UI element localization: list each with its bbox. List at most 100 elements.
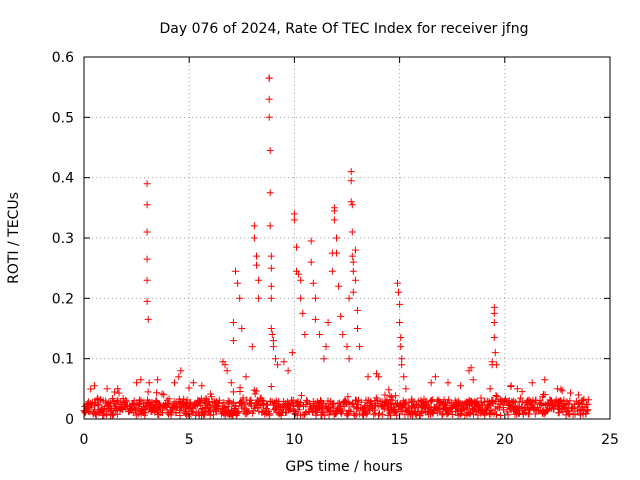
data-point xyxy=(490,334,498,341)
data-point xyxy=(133,379,141,387)
baseline-point xyxy=(357,398,365,406)
data-point xyxy=(349,258,357,266)
data-point xyxy=(280,358,288,366)
data-point xyxy=(265,95,273,103)
baseline-point xyxy=(510,397,518,405)
data-point xyxy=(490,303,498,311)
baseline-point xyxy=(496,412,504,419)
baseline-point xyxy=(338,407,346,415)
baseline-point xyxy=(244,408,252,416)
baseline-point xyxy=(318,404,326,412)
baseline-point xyxy=(252,387,260,395)
baseline-point xyxy=(267,383,275,390)
baseline-point xyxy=(158,390,166,398)
data-point xyxy=(311,294,319,302)
baseline-point xyxy=(344,393,352,401)
baseline-point xyxy=(362,410,370,418)
baseline-point xyxy=(579,397,587,405)
data-point xyxy=(333,234,340,242)
baseline-point xyxy=(569,404,577,412)
data-point xyxy=(467,364,475,372)
data-point xyxy=(345,355,353,363)
baseline-point xyxy=(186,399,194,407)
data-point xyxy=(232,267,239,275)
data-point xyxy=(103,385,111,393)
data-point xyxy=(290,216,298,224)
data-point xyxy=(364,373,372,381)
baseline-point xyxy=(385,386,393,394)
baseline-point xyxy=(418,409,426,417)
data-point xyxy=(290,210,298,218)
baseline-point xyxy=(393,411,401,419)
baseline-point xyxy=(206,403,214,411)
data-point xyxy=(253,261,260,269)
baseline-point xyxy=(455,399,463,407)
data-point xyxy=(328,267,336,275)
baseline-point xyxy=(220,398,228,406)
baseline-point xyxy=(265,411,273,419)
baseline-point xyxy=(351,411,359,419)
data-point xyxy=(337,312,345,320)
x-tick-label: 15 xyxy=(391,432,409,448)
data-point xyxy=(266,189,274,197)
y-tick-label: 0.1 xyxy=(52,352,74,368)
data-point xyxy=(248,343,256,351)
baseline-point xyxy=(290,406,298,414)
data-point xyxy=(268,331,276,338)
baseline-point xyxy=(389,396,397,404)
baseline-point xyxy=(115,389,123,397)
baseline-point xyxy=(371,406,378,414)
baseline-point xyxy=(144,388,152,396)
data-point xyxy=(137,376,145,384)
data-point xyxy=(354,325,361,332)
baseline-point xyxy=(152,406,160,414)
baseline-point xyxy=(158,406,166,414)
baseline-point xyxy=(215,396,223,404)
baseline-point xyxy=(111,388,119,396)
baseline-point xyxy=(90,406,98,414)
data-point xyxy=(145,379,153,387)
data-point xyxy=(400,373,408,381)
data-point xyxy=(293,243,300,251)
data-point xyxy=(250,222,258,230)
data-point xyxy=(356,343,364,351)
plot-frame xyxy=(83,56,611,420)
data-point xyxy=(297,276,305,284)
data-point xyxy=(267,282,275,290)
data-point xyxy=(143,201,151,209)
baseline-point xyxy=(277,411,285,419)
baseline-point xyxy=(392,392,400,400)
data-point xyxy=(284,367,292,375)
baseline-point xyxy=(460,405,467,412)
data-point xyxy=(175,373,183,381)
baseline-point xyxy=(261,410,269,418)
data-point xyxy=(143,276,151,284)
baseline-point xyxy=(165,399,173,407)
data-point xyxy=(272,355,279,363)
data-point xyxy=(265,74,273,82)
baseline-point xyxy=(132,411,140,419)
data-point xyxy=(513,385,521,393)
y-tick-label: 0.4 xyxy=(52,171,74,187)
x-tick-label: 20 xyxy=(496,432,514,448)
baseline-point xyxy=(160,391,168,399)
data-point xyxy=(397,343,405,351)
baseline-point xyxy=(251,390,259,398)
baseline-point xyxy=(176,412,184,419)
baseline-point xyxy=(438,411,446,419)
data-point xyxy=(274,361,282,369)
data-point xyxy=(229,319,237,326)
baseline-point xyxy=(135,401,143,409)
data-point xyxy=(267,264,275,272)
baseline-point xyxy=(208,393,216,401)
baseline-point xyxy=(532,396,540,404)
chart-title: Day 076 of 2024, Rate Of TEC Index for r… xyxy=(160,21,529,37)
data-point xyxy=(221,361,229,369)
baseline-point xyxy=(518,388,526,396)
baseline-point xyxy=(173,403,181,411)
x-axis: 0 5 10 15 20 25 xyxy=(80,57,619,448)
data-point xyxy=(242,373,250,381)
baseline-point xyxy=(113,396,121,404)
data-point xyxy=(492,361,500,369)
data-point xyxy=(236,294,244,302)
